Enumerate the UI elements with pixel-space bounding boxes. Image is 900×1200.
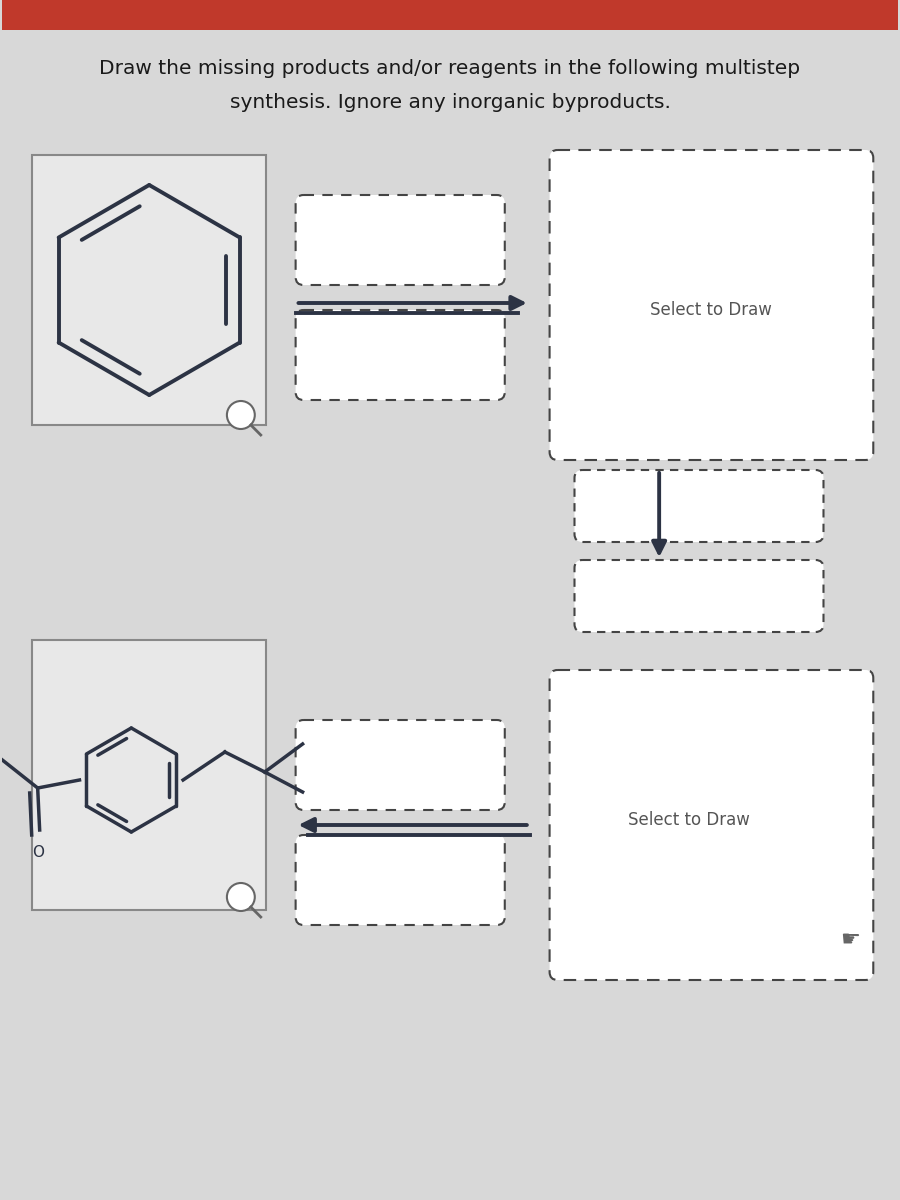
Circle shape (227, 883, 255, 911)
FancyBboxPatch shape (295, 720, 505, 810)
Bar (2, 0, 898, 30)
Bar (32, 155, 266, 425)
Text: synthesis. Ignore any inorganic byproducts.: synthesis. Ignore any inorganic byproduc… (230, 92, 670, 112)
Circle shape (227, 401, 255, 428)
FancyBboxPatch shape (295, 310, 505, 400)
FancyBboxPatch shape (295, 835, 505, 925)
FancyBboxPatch shape (574, 470, 824, 542)
FancyBboxPatch shape (550, 150, 873, 460)
Text: ☛: ☛ (841, 930, 860, 950)
FancyBboxPatch shape (574, 560, 824, 632)
Bar (32, 640, 266, 910)
Text: Select to Draw: Select to Draw (650, 301, 772, 319)
FancyBboxPatch shape (295, 194, 505, 284)
Text: O: O (32, 845, 44, 860)
FancyBboxPatch shape (550, 670, 873, 980)
Text: Select to Draw: Select to Draw (628, 811, 750, 829)
Text: Draw the missing products and/or reagents in the following multistep: Draw the missing products and/or reagent… (99, 59, 801, 78)
